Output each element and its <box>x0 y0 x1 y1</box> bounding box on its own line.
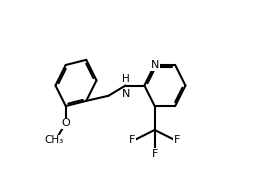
Text: F: F <box>174 135 180 145</box>
Text: CH₃: CH₃ <box>44 135 63 145</box>
Text: N: N <box>122 89 130 99</box>
Text: F: F <box>151 149 158 159</box>
Text: H: H <box>122 74 130 84</box>
Text: N: N <box>150 60 159 70</box>
Text: F: F <box>129 135 136 145</box>
Text: O: O <box>61 118 70 128</box>
